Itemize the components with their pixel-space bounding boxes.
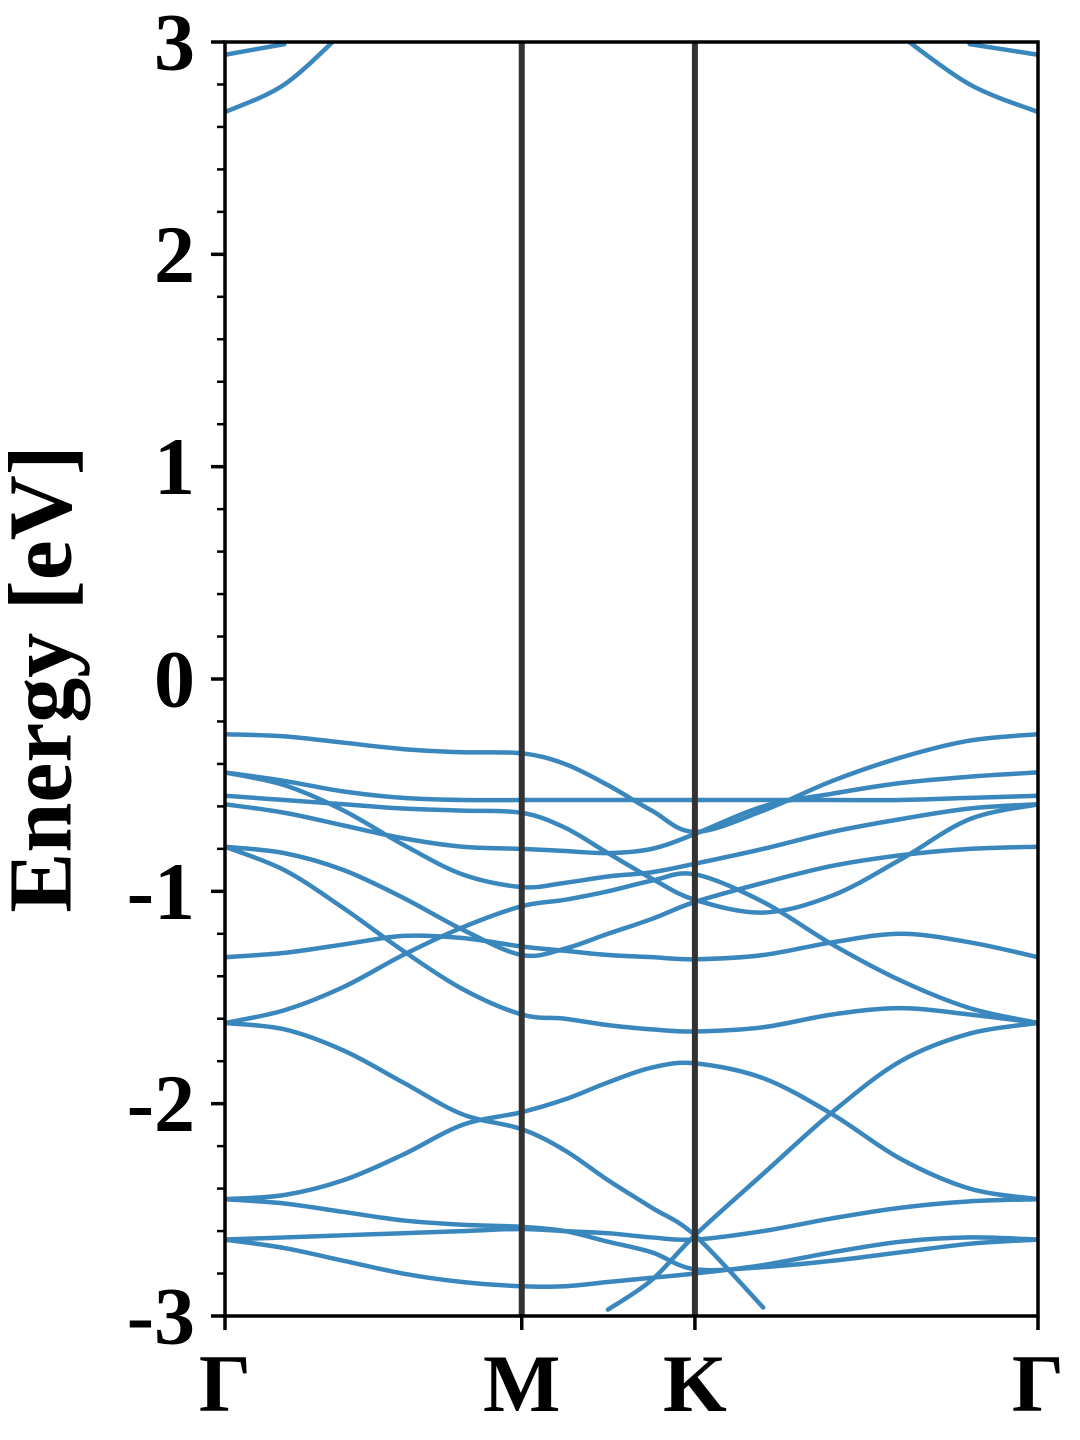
band-line	[225, 844, 1038, 959]
band-line	[225, 1196, 1038, 1243]
band-line	[225, 731, 1038, 835]
y-tick-label: -2	[127, 1058, 195, 1149]
band-line	[225, 844, 1038, 1034]
band-line	[225, 1235, 1038, 1290]
band-line	[225, 1060, 1038, 1202]
plot-frame	[223, 40, 1040, 1318]
band-line	[225, 770, 1038, 803]
band-line	[225, 770, 1038, 856]
x-tick-label: Γ	[199, 1338, 251, 1429]
band-line	[225, 770, 1038, 890]
y-tick-label: -3	[127, 1271, 195, 1362]
y-tick-label: 2	[154, 209, 195, 300]
y-axis-label: Energy [eV]	[0, 445, 91, 912]
band-line	[225, 42, 1038, 115]
y-tick-label: 1	[154, 421, 195, 512]
band-line	[225, 42, 1038, 57]
band-line	[225, 871, 1038, 1026]
band-line	[225, 931, 1038, 962]
bands	[225, 42, 1038, 1312]
x-tick-label: Γ	[1012, 1338, 1064, 1429]
y-tick-label: -1	[127, 846, 195, 937]
band-line	[225, 793, 1038, 915]
band-line	[225, 1196, 1038, 1273]
x-tick-label: M	[483, 1338, 560, 1429]
x-tick-label: K	[663, 1338, 727, 1429]
y-tick-label: 3	[154, 0, 195, 88]
band-line	[605, 1020, 1038, 1312]
y-tick-label: 0	[154, 634, 195, 725]
